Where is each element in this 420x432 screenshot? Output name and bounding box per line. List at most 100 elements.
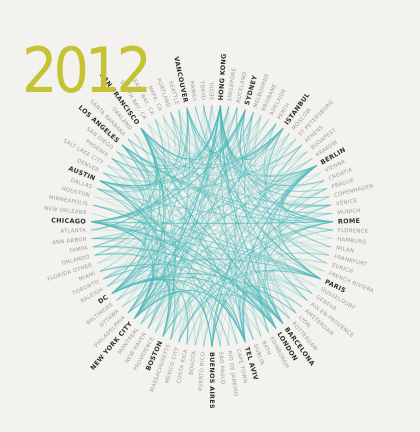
- chord: [178, 115, 262, 343]
- chord: [134, 188, 328, 319]
- chord: [186, 204, 332, 345]
- chord: [99, 105, 221, 186]
- chord: [99, 151, 148, 272]
- chord: [96, 188, 325, 272]
- chord: [282, 172, 332, 208]
- chord: [99, 180, 166, 333]
- chord: [121, 107, 189, 167]
- chord: [133, 107, 238, 319]
- chord: [219, 105, 246, 343]
- chord: [258, 180, 325, 333]
- chord: [248, 112, 317, 178]
- chord: [92, 204, 321, 280]
- chord: [91, 221, 146, 301]
- chord: [178, 106, 230, 343]
- node-label: NEW ORLEANS: [44, 206, 87, 216]
- chord: [263, 127, 313, 177]
- chord: [91, 213, 175, 340]
- chord: [127, 112, 254, 314]
- chord: [170, 112, 284, 325]
- chord: [121, 221, 333, 308]
- chord: [262, 133, 297, 314]
- chord: [92, 246, 188, 345]
- node-label: BOGOTA: [189, 350, 198, 375]
- chord: [244, 112, 284, 325]
- chord: [107, 165, 147, 287]
- chord: [236, 107, 333, 231]
- chord: [111, 279, 189, 345]
- chord: [186, 106, 230, 152]
- chord: [178, 221, 333, 343]
- chord: [111, 158, 153, 308]
- chord: [178, 104, 213, 343]
- chord: [186, 107, 254, 340]
- chord: [91, 221, 284, 325]
- chord: [111, 127, 284, 295]
- chord: [133, 123, 277, 319]
- node-label: SAO PAULO: [217, 352, 225, 385]
- chord: [194, 115, 262, 346]
- chord: [140, 253, 330, 325]
- chord: [96, 188, 246, 343]
- chord: [133, 165, 318, 319]
- chord: [140, 283, 297, 325]
- chord: [147, 123, 191, 345]
- chord: [278, 188, 328, 294]
- chord: [111, 106, 230, 294]
- chord: [99, 127, 158, 188]
- chord: [134, 133, 332, 206]
- chord: [92, 119, 165, 248]
- chord: [194, 106, 332, 248]
- chord: [285, 188, 333, 231]
- chord: [281, 165, 333, 223]
- chord: [170, 112, 277, 329]
- chord: [133, 133, 308, 301]
- chord: [140, 127, 246, 343]
- chord: [170, 188, 328, 340]
- chord: [178, 109, 221, 347]
- chord: [92, 119, 165, 248]
- chord: [103, 262, 313, 294]
- chord: [245, 289, 290, 340]
- chord: [278, 188, 328, 294]
- chord: [111, 158, 158, 319]
- chord: [91, 221, 333, 224]
- chord: [194, 133, 291, 346]
- chord: [96, 123, 162, 264]
- chord: [258, 188, 328, 333]
- chord: [140, 107, 238, 160]
- chord: [277, 251, 330, 301]
- chord: [103, 106, 230, 280]
- chord: [211, 299, 246, 348]
- chord: [94, 249, 321, 280]
- chord: [111, 278, 177, 340]
- chord: [162, 115, 330, 256]
- chord: [127, 138, 162, 319]
- chord: [236, 107, 332, 206]
- chord: [91, 238, 143, 287]
- chord: [259, 279, 308, 329]
- chord: [92, 138, 151, 248]
- chord: [154, 158, 313, 333]
- chord: [99, 262, 153, 314]
- chord: [121, 213, 333, 308]
- chord: [99, 180, 171, 337]
- chord: [170, 151, 308, 340]
- chord: [111, 278, 246, 343]
- chord: [219, 105, 284, 159]
- chord: [107, 258, 325, 287]
- chord: [91, 221, 321, 280]
- chord: [111, 275, 161, 325]
- chord: [251, 284, 303, 337]
- chord: [147, 106, 230, 329]
- chord: [147, 172, 321, 329]
- chord: [99, 180, 284, 325]
- chord: [94, 196, 145, 294]
- node-label: VENICE: [336, 198, 358, 208]
- chord: [94, 158, 145, 202]
- chord: [127, 288, 221, 347]
- chord: [266, 188, 328, 325]
- chord: [121, 144, 333, 214]
- chord: [91, 138, 297, 231]
- chord: [111, 279, 189, 345]
